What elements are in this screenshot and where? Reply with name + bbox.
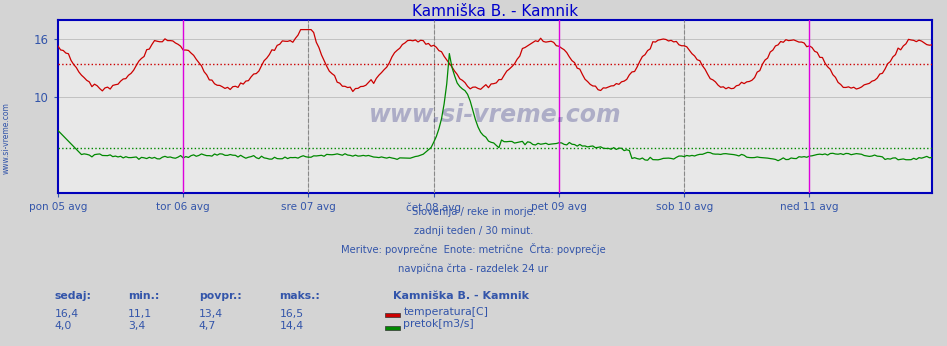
Text: min.:: min.: [128, 291, 159, 301]
Text: 14,4: 14,4 [279, 321, 303, 331]
Text: 13,4: 13,4 [199, 309, 223, 319]
Text: www.si-vreme.com: www.si-vreme.com [368, 103, 621, 127]
Text: sedaj:: sedaj: [55, 291, 92, 301]
Text: 4,7: 4,7 [199, 321, 216, 331]
Text: www.si-vreme.com: www.si-vreme.com [2, 102, 11, 174]
Text: Meritve: povprečne  Enote: metrične  Črta: povprečje: Meritve: povprečne Enote: metrične Črta:… [341, 243, 606, 255]
Text: 3,4: 3,4 [128, 321, 145, 331]
Title: Kamniška B. - Kamnik: Kamniška B. - Kamnik [412, 4, 578, 19]
Text: Slovenija / reke in morje.: Slovenija / reke in morje. [412, 207, 535, 217]
Text: 16,5: 16,5 [279, 309, 303, 319]
Text: 11,1: 11,1 [128, 309, 152, 319]
Text: Kamniška B. - Kamnik: Kamniška B. - Kamnik [393, 291, 529, 301]
Text: maks.:: maks.: [279, 291, 320, 301]
Text: navpična črta - razdelek 24 ur: navpična črta - razdelek 24 ur [399, 263, 548, 274]
Text: povpr.:: povpr.: [199, 291, 241, 301]
Text: temperatura[C]: temperatura[C] [403, 307, 489, 317]
Text: 16,4: 16,4 [55, 309, 79, 319]
Text: 4,0: 4,0 [55, 321, 72, 331]
Text: zadnji teden / 30 minut.: zadnji teden / 30 minut. [414, 226, 533, 236]
Text: pretok[m3/s]: pretok[m3/s] [403, 319, 474, 329]
